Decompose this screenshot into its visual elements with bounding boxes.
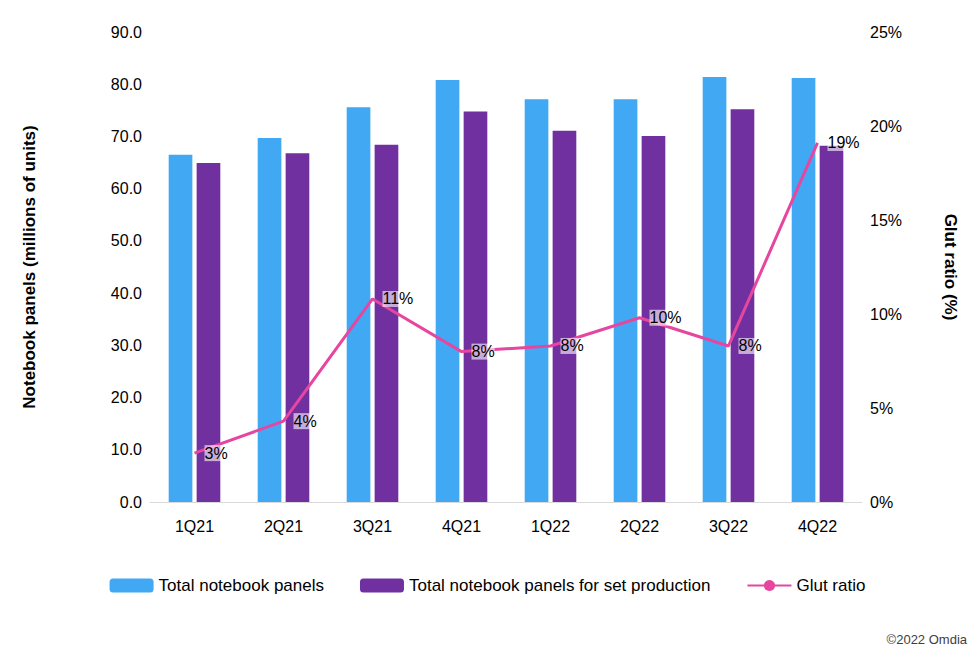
svg-text:3Q21: 3Q21 xyxy=(353,518,392,535)
svg-text:10.0: 10.0 xyxy=(111,441,142,458)
svg-text:Total notebook panels: Total notebook panels xyxy=(159,576,324,595)
svg-text:0%: 0% xyxy=(870,494,893,511)
svg-text:25%: 25% xyxy=(870,24,902,41)
svg-text:Glut ratio (%): Glut ratio (%) xyxy=(941,214,960,321)
svg-text:8%: 8% xyxy=(561,337,584,354)
svg-text:3Q22: 3Q22 xyxy=(709,518,748,535)
svg-text:8%: 8% xyxy=(739,337,762,354)
svg-text:19%: 19% xyxy=(828,134,860,151)
svg-text:10%: 10% xyxy=(870,306,902,323)
svg-text:10%: 10% xyxy=(650,309,682,326)
svg-text:80.0: 80.0 xyxy=(111,76,142,93)
svg-text:20.0: 20.0 xyxy=(111,389,142,406)
svg-text:1Q22: 1Q22 xyxy=(531,518,570,535)
svg-text:2Q22: 2Q22 xyxy=(620,518,659,535)
svg-text:11%: 11% xyxy=(383,290,414,307)
svg-text:20%: 20% xyxy=(870,118,902,135)
svg-text:©2022 Omdia: ©2022 Omdia xyxy=(887,632,968,647)
svg-text:50.0: 50.0 xyxy=(111,232,142,249)
svg-text:90.0: 90.0 xyxy=(111,24,142,41)
svg-text:Notebook panels (millions of u: Notebook panels (millions of units) xyxy=(20,125,39,408)
svg-text:70.0: 70.0 xyxy=(111,128,142,145)
svg-text:0.0: 0.0 xyxy=(120,494,142,511)
svg-text:30.0: 30.0 xyxy=(111,337,142,354)
svg-text:1Q21: 1Q21 xyxy=(175,518,214,535)
svg-text:60.0: 60.0 xyxy=(111,180,142,197)
svg-text:4%: 4% xyxy=(294,413,317,430)
svg-text:Total notebook panels for set: Total notebook panels for set production xyxy=(409,576,710,595)
svg-text:2Q21: 2Q21 xyxy=(264,518,303,535)
svg-text:3%: 3% xyxy=(205,445,228,462)
svg-text:Glut ratio: Glut ratio xyxy=(796,576,865,595)
svg-text:40.0: 40.0 xyxy=(111,285,142,302)
svg-text:4Q21: 4Q21 xyxy=(442,518,481,535)
svg-text:15%: 15% xyxy=(870,212,902,229)
svg-text:8%: 8% xyxy=(472,343,495,360)
svg-text:5%: 5% xyxy=(870,400,893,417)
svg-text:4Q22: 4Q22 xyxy=(798,518,837,535)
